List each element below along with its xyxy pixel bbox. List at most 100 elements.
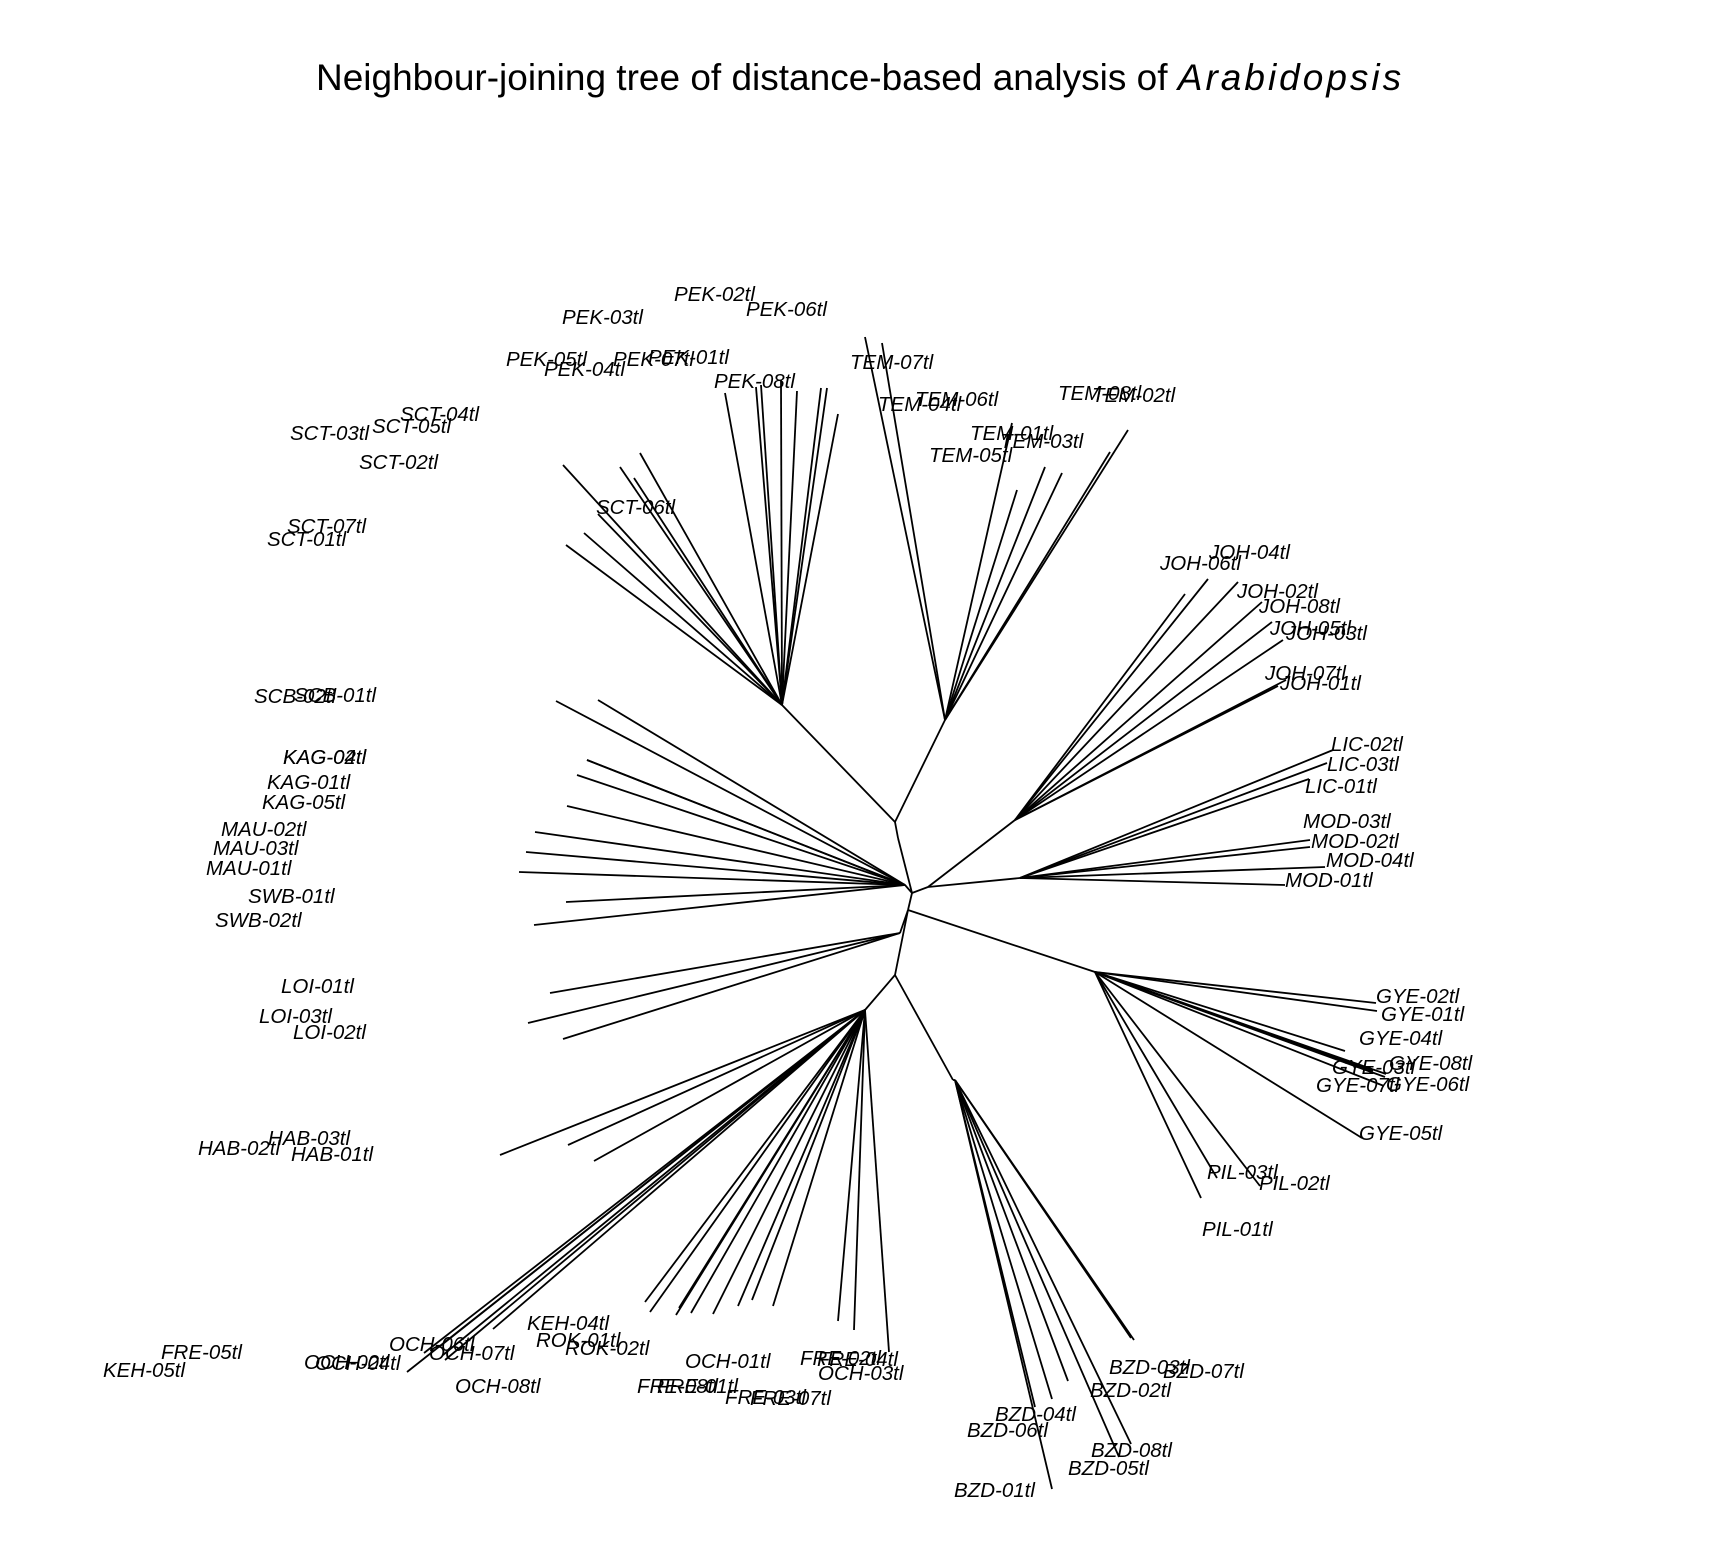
leaf-label-hab-01tl: HAB-01tl	[291, 1143, 374, 1166]
branch-mod-04tl	[1019, 866, 1326, 879]
leaf-label-kag-04tl: KAG-04tl	[283, 746, 368, 769]
branch-joh-02tl	[1014, 581, 1239, 821]
branch-mod-03tl	[1019, 839, 1311, 879]
branch-tem-02tl	[944, 422, 1013, 721]
leaf-label-pek-02tl: PEK-02tl	[674, 283, 756, 306]
branch-fre-02tl	[837, 1009, 866, 1322]
branch-kag-01tl	[576, 774, 906, 886]
leaf-label-pek-06tl: PEK-06tl	[746, 298, 828, 321]
leaf-label-bzd-02tl: BZD-02tl	[1090, 1379, 1172, 1402]
title-italic-genus: Arabidopsis	[1176, 57, 1404, 98]
internal-branch	[894, 719, 946, 823]
leaf-label-joh-05tl: JOH-05tl	[1269, 617, 1352, 640]
leaf-label-lic-02tl: LIC-02tl	[1331, 733, 1404, 756]
leaf-label-sct-01tl: SCT-01tl	[267, 528, 347, 551]
leaf-label-sct-07tl: SCT-07tl	[287, 515, 367, 538]
internal-branch	[911, 886, 929, 894]
leaf-label-mau-03tl: MAU-03tl	[213, 837, 300, 860]
leaf-label-lic-01tl: LIC-01tl	[1305, 775, 1378, 798]
branch-joh-06tl	[1014, 578, 1209, 821]
leaf-label-fre-08tl: FRE-08tl	[637, 1375, 719, 1398]
leaf-label-joh-08tl: JOH-08tl	[1258, 595, 1341, 618]
internal-branch	[894, 821, 899, 839]
internal-branch	[864, 974, 896, 1011]
leaf-label-och-01tl: OCH-01tl	[685, 1350, 772, 1373]
leaf-label-och-03tl: OCH-03tl	[818, 1362, 905, 1385]
leaf-label-fre-05tl: FRE-05tl	[161, 1341, 243, 1364]
branch-tem-08tl	[944, 429, 1129, 721]
leaf-label-pek-04tl: PEK-04tl	[544, 358, 626, 381]
branch-loi-03tl	[527, 932, 901, 1024]
branch-joh-03tl	[1014, 639, 1284, 821]
leaf-label-och-08tl: OCH-08tl	[455, 1375, 542, 1398]
leaf-label-tem-07tl: TEM-07tl	[850, 351, 935, 374]
leaf-label-tem-03tl: TEM-03tl	[1000, 430, 1085, 453]
branch-och-07tl	[492, 1009, 866, 1330]
leaf-label-sct-02tl: SCT-02tl	[359, 451, 439, 474]
leaf-label-fre-03tl: FRE-03tl	[725, 1386, 807, 1409]
internal-branch	[927, 819, 1016, 888]
branch-tem-05tl	[944, 489, 1018, 721]
branch-scb-01tl	[555, 700, 906, 886]
leaf-label-tem-05tl: TEM-05tl	[929, 444, 1014, 467]
branch-pek-02tl	[724, 392, 783, 706]
branch-bzd-04tl	[954, 1079, 1053, 1400]
branch-hab-02tl	[499, 1009, 866, 1156]
leaf-label-hab-03tl: HAB-03tl	[268, 1127, 351, 1150]
branch-sct-04tl	[639, 452, 783, 706]
leaf-label-pek-01tl: PEK-01tl	[648, 346, 730, 369]
leaf-label-bzd-07tl: BZD-07tl	[1163, 1360, 1245, 1383]
leaf-label-fre-01tl: FRE-01tl	[657, 1375, 739, 1398]
branch-rok-02tl	[675, 1009, 866, 1316]
tree-edges	[406, 336, 1387, 1490]
branch-hab-01tl	[593, 1009, 866, 1162]
leaf-label-kag-05tl: KAG-05tl	[262, 791, 347, 814]
leaf-label-och-07tl: OCH-07tl	[429, 1342, 516, 1365]
leaf-label-rok-01tl: ROK-01tl	[536, 1329, 622, 1352]
leaf-label-swb-01tl: SWB-01tl	[248, 885, 336, 908]
leaf-label-och-06tl: OCH-06tl	[389, 1333, 476, 1356]
leaf-label-bzd-06tl: BZD-06tl	[967, 1419, 1049, 1442]
branch-lic-01tl	[1019, 778, 1310, 879]
internal-branch	[904, 884, 913, 894]
branch-gye-05tl	[1094, 971, 1363, 1139]
branch-tem-04tl	[864, 336, 946, 721]
leaf-label-bzd-05tl: BZD-05tl	[1068, 1457, 1150, 1480]
branch-sct-07tl	[583, 532, 783, 706]
title-text: Neighbour-joining tree of distance-based…	[316, 57, 1178, 98]
leaf-label-tem-06tl: TEM-06tl	[915, 388, 1000, 411]
internal-branch	[907, 909, 1096, 973]
leaf-label-sct-04tl: SCT-04tl	[400, 403, 480, 426]
branch-pek-08tl	[781, 413, 839, 706]
branch-mod-01tl	[1019, 877, 1286, 886]
leaf-label-sct-03tl: SCT-03tl	[290, 422, 370, 445]
branch-mau-01tl	[518, 871, 906, 886]
leaf-label-joh-07tl: JOH-07tl	[1264, 662, 1347, 685]
leaf-label-bzd-04tl: BZD-04tl	[995, 1403, 1077, 1426]
branch-pek-05tl	[780, 379, 783, 706]
leaf-label-mod-01tl: MOD-01tl	[1285, 869, 1374, 892]
branch-loi-01tl	[549, 932, 901, 994]
branch-joh-01tl	[1014, 685, 1279, 821]
internal-branch	[897, 837, 913, 894]
leaf-label-mau-01tl: MAU-01tl	[206, 857, 293, 880]
leaf-label-joh-02tl: JOH-02tl	[1236, 580, 1319, 603]
branch-pil-01tl	[1094, 971, 1202, 1199]
branch-sct-02tl	[562, 464, 783, 706]
leaf-label-mod-04tl: MOD-04tl	[1326, 849, 1415, 872]
branch-fre-01tl	[712, 1009, 866, 1315]
branch-rok-01tl	[649, 1009, 866, 1313]
branch-lic-02tl	[1019, 749, 1334, 879]
branch-och-08tl	[864, 1009, 890, 1353]
leaf-label-pek-03tl: PEK-03tl	[562, 306, 644, 329]
branch-mau-03tl	[525, 851, 906, 886]
leaf-label-bzd-08tl: BZD-08tl	[1091, 1439, 1173, 1462]
leaf-label-joh-06tl: JOH-06tl	[1159, 552, 1242, 575]
branch-fre-08tl	[690, 1009, 866, 1314]
figure-title: Neighbour-joining tree of distance-based…	[316, 57, 1404, 98]
internal-branch	[894, 909, 909, 976]
leaf-label-keh-05tl: KEH-05tl	[103, 1359, 186, 1382]
branch-gye-06tl	[1094, 971, 1387, 1075]
leaf-label-scb-02tl: SCB-02tl	[254, 685, 337, 708]
